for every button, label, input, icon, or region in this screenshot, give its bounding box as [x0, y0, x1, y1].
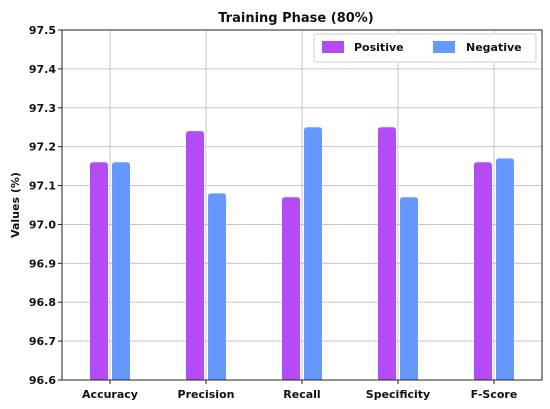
legend-label-negative: Negative — [466, 41, 522, 54]
bar-positive-precision — [186, 131, 204, 380]
y-tick-label: 97.3 — [29, 102, 56, 115]
y-tick-label: 96.8 — [29, 296, 56, 309]
y-tick-label: 97.1 — [29, 180, 56, 193]
bar-positive-specificity — [378, 127, 396, 380]
bar-negative-accuracy — [112, 162, 130, 380]
legend: Positive Negative — [313, 33, 537, 63]
bar-negative-specificity — [400, 197, 418, 380]
bar-negative-recall — [304, 127, 322, 380]
axes: 96.6 96.7 96.8 96.9 97.0 97.1 97.2 97.3 97.4 97.5… — [29, 24, 543, 401]
y-tick-label: 97.5 — [29, 24, 56, 37]
bar-positive-accuracy — [90, 162, 108, 380]
grid — [62, 29, 542, 381]
x-tick-label: Accuracy — [82, 388, 138, 401]
y-tick-label: 97.0 — [29, 218, 56, 231]
bars — [90, 127, 514, 380]
bar-positive-recall — [282, 197, 300, 380]
legend-label-positive: Positive — [354, 41, 404, 54]
legend-swatch-positive — [322, 41, 344, 53]
y-tick-label: 96.7 — [29, 335, 56, 348]
bar-positive-f-score — [474, 162, 492, 380]
y-tick-label: 96.9 — [29, 257, 56, 270]
y-tick-label: 96.6 — [29, 374, 56, 387]
x-tick-label: F-Score — [471, 388, 518, 401]
legend-box — [313, 33, 537, 63]
bar-negative-f-score — [496, 158, 514, 380]
legend-swatch-negative — [433, 41, 455, 53]
y-axis-label: Values (%) — [9, 172, 22, 238]
x-tick-label: Specificity — [366, 388, 430, 401]
chart-title: Training Phase (80%) — [218, 11, 374, 26]
x-tick-label: Precision — [178, 388, 235, 401]
y-tick-label: 97.4 — [29, 63, 56, 76]
x-tick-label: Recall — [283, 388, 320, 401]
plot-frame — [61, 29, 543, 381]
bar-negative-precision — [208, 193, 226, 380]
y-tick-label: 97.2 — [29, 141, 56, 154]
